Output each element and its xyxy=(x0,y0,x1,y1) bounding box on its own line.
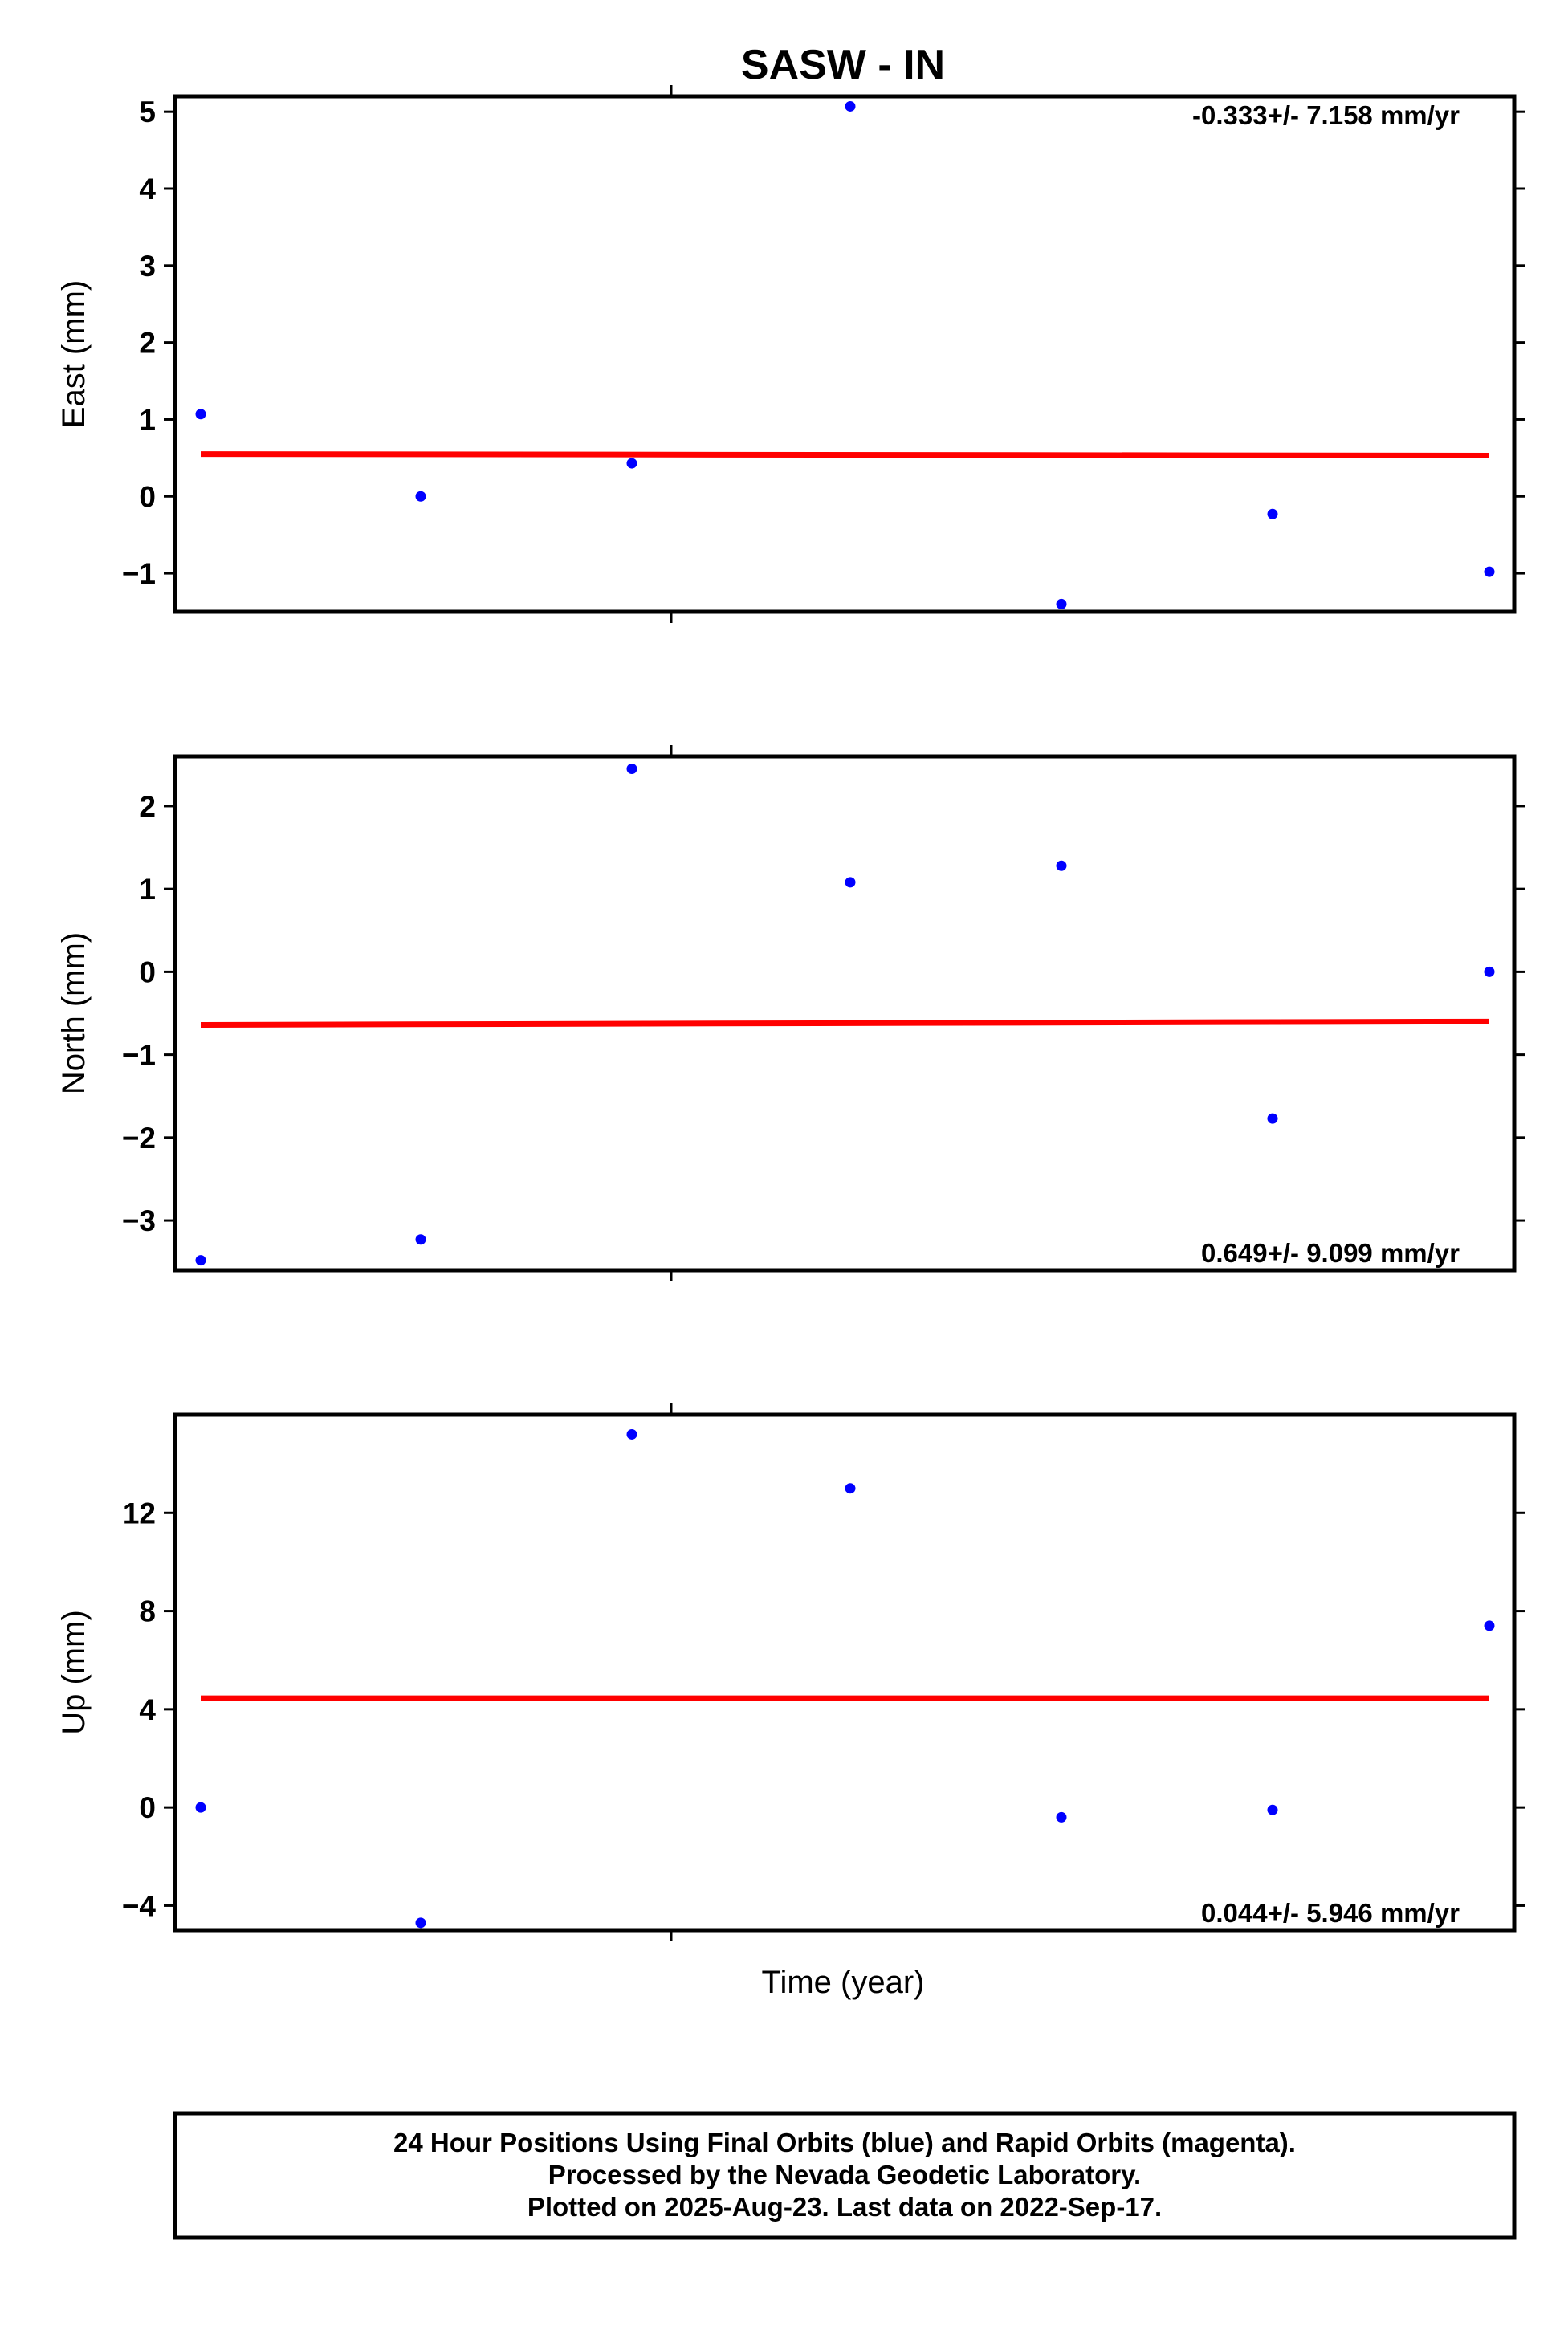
y-tick-label: −3 xyxy=(122,1204,156,1237)
y-axis-label: East (mm) xyxy=(56,280,92,428)
trend-line xyxy=(200,1018,1490,1028)
data-point xyxy=(626,458,637,469)
y-tick-label: −1 xyxy=(122,557,156,590)
data-point xyxy=(845,1483,856,1494)
data-point xyxy=(1267,508,1278,519)
data-point xyxy=(1056,1811,1067,1823)
data-point xyxy=(1267,1113,1278,1124)
y-tick-label: 1 xyxy=(139,873,156,906)
footer-line-1: 24 Hour Positions Using Final Orbits (bl… xyxy=(393,2128,1296,2157)
data-point xyxy=(415,1917,426,1929)
data-point xyxy=(1056,598,1067,609)
trend-line xyxy=(200,451,1490,458)
y-tick-label: 0 xyxy=(139,1791,156,1824)
rate-annotation: -0.333+/- 7.158 mm/yr xyxy=(1192,100,1460,130)
y-tick-label: 2 xyxy=(139,327,156,360)
y-tick-label: 1 xyxy=(139,403,156,436)
data-point xyxy=(1267,1804,1278,1815)
data-point xyxy=(626,1428,637,1440)
panel-frame xyxy=(173,754,1517,1273)
panel-2: −4 0 4 8 12 Up (mm) 0.044+/- 5.946 mm/yr xyxy=(56,1403,1525,1941)
chart-title: SASW - IN xyxy=(741,42,945,88)
y-axis-label: Up (mm) xyxy=(56,1610,92,1735)
y-tick-label: −4 xyxy=(122,1889,157,1922)
y-tick-label: 0 xyxy=(139,955,156,988)
footer-line-3: Plotted on 2025-Aug-23. Last data on 202… xyxy=(527,2192,1162,2222)
y-tick-label: 0 xyxy=(139,480,156,513)
y-tick-label: −2 xyxy=(122,1122,156,1155)
footer-box xyxy=(173,2111,1517,2240)
panel-1: −3 −2 −1 0 1 2 North (mm) 0.649+/- 9.099 mm/yr xyxy=(56,745,1525,1281)
data-point xyxy=(1484,1620,1495,1631)
y-tick-label: 8 xyxy=(139,1595,156,1628)
data-point xyxy=(845,100,856,112)
data-point xyxy=(415,491,426,502)
y-tick-label: 4 xyxy=(139,173,156,206)
data-point xyxy=(1056,860,1067,871)
data-point xyxy=(1484,966,1495,977)
y-tick-label: 2 xyxy=(139,790,156,823)
x-axis-label: Time (year) xyxy=(762,1965,925,2000)
panel-frame xyxy=(173,94,1517,614)
rate-annotation: 0.649+/- 9.099 mm/yr xyxy=(1201,1238,1460,1268)
data-point xyxy=(415,1234,426,1245)
footer-line-2: Processed by the Nevada Geodetic Laborat… xyxy=(548,2160,1141,2189)
y-tick-label: 12 xyxy=(123,1497,156,1530)
y-tick-label: 5 xyxy=(139,96,156,128)
panel-frame xyxy=(173,1412,1517,1933)
data-point xyxy=(1484,566,1495,577)
rate-annotation: 0.044+/- 5.946 mm/yr xyxy=(1201,1898,1460,1928)
y-tick-label: 4 xyxy=(139,1693,156,1726)
data-point xyxy=(626,763,637,774)
panel-0: −1 0 1 2 3 4 5 East (mm) -0.333+/- 7.158 mm/yr xyxy=(56,85,1525,623)
y-tick-label: 3 xyxy=(139,250,156,283)
data-point xyxy=(195,409,206,420)
y-axis-label: North (mm) xyxy=(56,932,92,1094)
y-tick-label: −1 xyxy=(122,1039,156,1072)
data-point xyxy=(195,1255,206,1266)
data-point xyxy=(195,1802,206,1813)
data-point xyxy=(845,877,856,888)
